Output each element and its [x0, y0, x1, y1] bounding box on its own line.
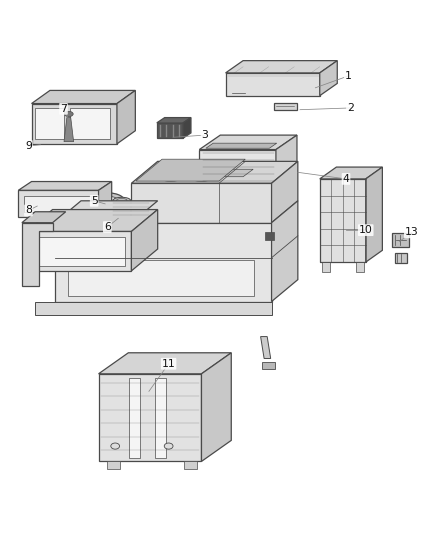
Polygon shape [356, 262, 364, 272]
Ellipse shape [164, 443, 173, 449]
Polygon shape [107, 462, 120, 469]
Polygon shape [18, 182, 112, 190]
Polygon shape [276, 135, 297, 185]
Polygon shape [199, 150, 276, 185]
Polygon shape [320, 61, 337, 96]
Polygon shape [131, 209, 158, 271]
Ellipse shape [113, 197, 131, 204]
Polygon shape [201, 353, 231, 462]
Polygon shape [35, 302, 272, 314]
Polygon shape [157, 123, 183, 138]
Polygon shape [26, 209, 158, 231]
Polygon shape [68, 260, 254, 296]
Polygon shape [131, 200, 149, 217]
Polygon shape [131, 183, 272, 223]
Polygon shape [117, 91, 135, 144]
Ellipse shape [131, 197, 149, 204]
Polygon shape [130, 378, 140, 458]
Polygon shape [157, 118, 191, 123]
Polygon shape [22, 223, 53, 286]
Polygon shape [91, 196, 93, 212]
Polygon shape [55, 223, 272, 302]
Ellipse shape [92, 193, 125, 211]
Polygon shape [18, 190, 99, 217]
Polygon shape [32, 91, 135, 103]
Text: 10: 10 [359, 225, 373, 235]
Text: 6: 6 [104, 222, 111, 232]
Ellipse shape [191, 169, 212, 178]
Polygon shape [70, 108, 110, 140]
Polygon shape [395, 253, 407, 263]
Text: 4: 4 [343, 174, 350, 184]
Polygon shape [320, 179, 366, 262]
Polygon shape [272, 161, 298, 223]
Polygon shape [55, 201, 158, 223]
Polygon shape [131, 161, 298, 183]
Polygon shape [320, 167, 382, 179]
Text: 3: 3 [201, 130, 208, 140]
Polygon shape [199, 135, 297, 150]
Polygon shape [35, 108, 64, 140]
Polygon shape [366, 167, 382, 262]
Polygon shape [26, 231, 131, 271]
Polygon shape [64, 117, 74, 142]
Text: 1: 1 [345, 71, 352, 81]
Polygon shape [32, 103, 117, 144]
Polygon shape [262, 362, 275, 369]
Polygon shape [322, 262, 330, 272]
Polygon shape [272, 201, 298, 302]
Ellipse shape [183, 166, 220, 181]
Polygon shape [99, 353, 231, 374]
Ellipse shape [131, 214, 149, 220]
Polygon shape [99, 374, 201, 462]
Polygon shape [183, 118, 191, 138]
Text: 11: 11 [162, 359, 176, 369]
Text: 5: 5 [91, 196, 98, 206]
Polygon shape [261, 336, 271, 359]
Ellipse shape [111, 443, 120, 449]
Ellipse shape [64, 111, 73, 117]
Polygon shape [99, 182, 112, 217]
Polygon shape [113, 200, 131, 217]
Text: 13: 13 [405, 228, 419, 237]
Text: 7: 7 [60, 104, 67, 114]
Text: 8: 8 [25, 205, 32, 215]
Polygon shape [274, 103, 297, 110]
Polygon shape [226, 73, 320, 96]
Ellipse shape [98, 196, 119, 208]
Ellipse shape [160, 169, 182, 178]
Polygon shape [35, 237, 125, 265]
Text: 2: 2 [347, 103, 354, 113]
Polygon shape [218, 169, 253, 177]
Polygon shape [155, 378, 166, 458]
Polygon shape [184, 462, 197, 469]
Ellipse shape [152, 166, 189, 181]
Polygon shape [226, 61, 337, 73]
Polygon shape [22, 212, 66, 223]
Polygon shape [136, 159, 245, 181]
Polygon shape [392, 233, 409, 247]
Polygon shape [265, 232, 274, 240]
Text: 9: 9 [25, 141, 32, 151]
Ellipse shape [113, 214, 131, 220]
Polygon shape [24, 196, 93, 212]
Polygon shape [206, 143, 277, 148]
